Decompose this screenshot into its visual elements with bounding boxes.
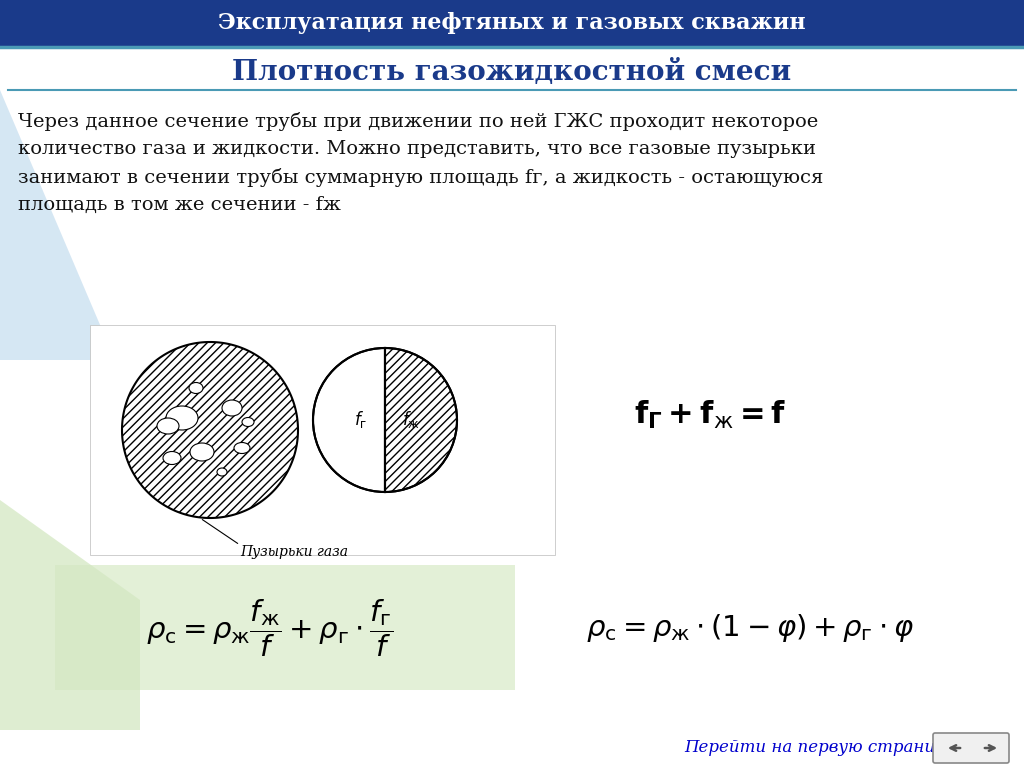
Text: количество газа и жидкости. Можно представить, что все газовые пузырьки: количество газа и жидкости. Можно предст… (18, 140, 816, 158)
Bar (90, 325, 555, 555)
Text: занимают в сечении трубы суммарную площадь fг, а жидкость - остающуюся: занимают в сечении трубы суммарную площа… (18, 168, 823, 187)
FancyBboxPatch shape (933, 733, 1009, 763)
Polygon shape (122, 342, 298, 518)
Wedge shape (313, 348, 385, 492)
Polygon shape (0, 90, 115, 360)
Text: $f_{\rm г}$: $f_{\rm г}$ (354, 409, 368, 431)
Ellipse shape (189, 382, 203, 393)
Ellipse shape (217, 468, 227, 476)
Bar (55, 565, 515, 690)
Text: Через данное сечение трубы при движении по ней ГЖС проходит некоторое: Через данное сечение трубы при движении … (18, 112, 818, 131)
Text: $\mathbf{f_{\Gamma} + f_{\rm ж} = f}$: $\mathbf{f_{\Gamma} + f_{\rm ж} = f}$ (634, 399, 786, 431)
Text: $f_{\rm ж}$: $f_{\rm ж}$ (402, 409, 420, 431)
Ellipse shape (242, 418, 254, 426)
Polygon shape (0, 500, 140, 730)
Wedge shape (385, 348, 457, 492)
Ellipse shape (190, 443, 214, 461)
Text: $\rho_{\rm c} = \rho_{\rm ж} \cdot \left(1 - \varphi\right) + \rho_{\rm г} \cdot: $\rho_{\rm c} = \rho_{\rm ж} \cdot \left… (586, 612, 914, 644)
Text: $\rho_{\rm c} = \rho_{\rm ж} \dfrac{f_{\rm ж}}{f} + \rho_{\rm г} \cdot \dfrac{f_: $\rho_{\rm c} = \rho_{\rm ж} \dfrac{f_{\… (146, 597, 393, 659)
Text: площадь в том же сечении - fж: площадь в том же сечении - fж (18, 196, 341, 214)
Text: Перейти на первую страницу: Перейти на первую страницу (684, 740, 956, 756)
Bar (0, 0, 1024, 46)
Ellipse shape (222, 400, 242, 416)
Ellipse shape (157, 418, 179, 434)
Text: Эксплуатация нефтяных и газовых скважин: Эксплуатация нефтяных и газовых скважин (218, 12, 806, 34)
Ellipse shape (166, 406, 198, 430)
Text: Пузырьки газа: Пузырьки газа (240, 545, 348, 559)
Ellipse shape (163, 452, 181, 465)
Text: Плотность газожидкостной смеси: Плотность газожидкостной смеси (232, 58, 792, 85)
Ellipse shape (234, 442, 250, 453)
